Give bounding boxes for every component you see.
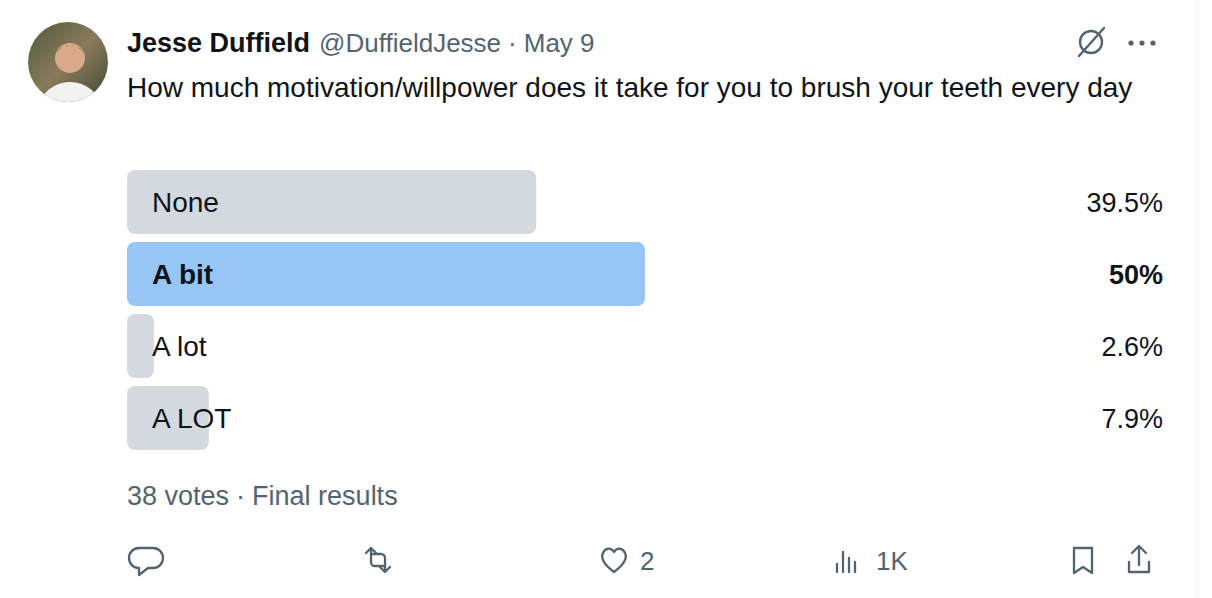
divider (1196, 0, 1197, 598)
background (0, 0, 1212, 598)
date[interactable]: May 9 (524, 28, 595, 58)
retweet-icon[interactable] (372, 554, 390, 572)
tweet-text: How much motivation/willpower does it ta… (127, 72, 1132, 103)
avatar-hair (55, 45, 85, 54)
like-icon[interactable] (602, 549, 626, 572)
poll-status: Final results (252, 481, 398, 511)
more-dot[interactable] (1128, 40, 1133, 45)
avatar[interactable] (28, 22, 108, 134)
reply-icon[interactable] (129, 548, 163, 575)
like-count[interactable]: 2 (640, 546, 654, 576)
poll-percent: 2.6% (1101, 332, 1163, 362)
poll-percent: 39.5% (1086, 188, 1163, 218)
page: Jesse Duffield@DuffieldJesse·May 9How mu… (0, 0, 1212, 598)
more-dot[interactable] (1150, 40, 1155, 45)
poll-option-label: A lot (152, 331, 207, 362)
poll-option-label: None (152, 187, 219, 218)
views-icon[interactable] (837, 552, 855, 572)
handle[interactable]: @DuffieldJesse (319, 28, 501, 58)
share-icon[interactable] (1129, 546, 1149, 572)
vote-count: 38 votes (127, 481, 229, 511)
poll-option-label: A bit (152, 259, 213, 290)
poll-percent: 50% (1109, 260, 1163, 290)
poll-bar (127, 170, 536, 234)
grok-icon-slash[interactable] (1079, 28, 1104, 56)
poll-percent: 7.9% (1101, 404, 1163, 434)
retweet-icon[interactable] (366, 548, 384, 566)
author-name[interactable]: Jesse Duffield (127, 28, 310, 58)
poll-option-label: A LOT (152, 403, 231, 434)
avatar-body (40, 82, 100, 134)
avatar-head (55, 43, 85, 73)
more-dot[interactable] (1139, 40, 1144, 45)
poll-bar (127, 314, 154, 378)
tweet-text-line: How much motivation/willpower does it ta… (127, 72, 1132, 103)
view-count[interactable]: 1K (876, 546, 908, 576)
poll-bar (127, 242, 645, 306)
separator: · (236, 481, 245, 511)
bars (127, 170, 645, 450)
separator: · (508, 28, 517, 58)
bookmark-icon[interactable] (1074, 548, 1092, 573)
